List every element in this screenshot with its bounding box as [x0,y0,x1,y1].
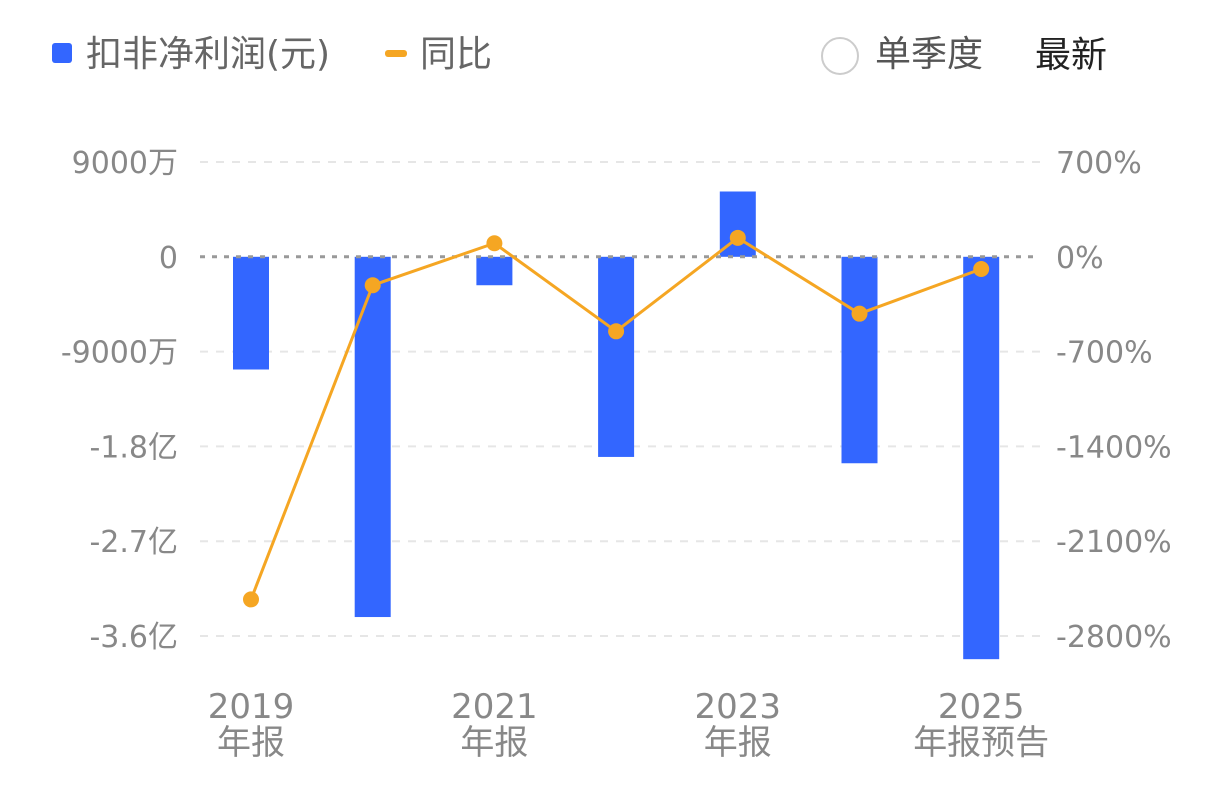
legend-item-bar[interactable]: 扣非净利润(元) [52,34,330,75]
bar[interactable] [598,256,635,457]
left-tick-label: -2.7亿 [89,525,178,560]
line-series [243,229,990,608]
bar[interactable] [476,256,513,286]
right-tick-label: 0% [1056,241,1104,276]
bar[interactable] [354,256,391,618]
right-tick-label: 700% [1056,146,1142,181]
x-tick-label: 年报 [704,723,772,763]
x-tick-label: 2023 [695,687,782,727]
x-tick-label: 2019 [208,687,295,727]
left-axis: 9000万 0 -9000万 -1.8亿 -2.7亿 -3.6亿 [61,146,178,655]
bar[interactable] [841,256,878,464]
line-point[interactable] [364,277,381,294]
right-tick-label: -2100% [1056,525,1172,560]
left-tick-label: 9000万 [72,146,178,181]
line-point[interactable] [243,591,259,608]
bar-series [233,191,1000,660]
bar[interactable] [963,256,1000,660]
line-point[interactable] [973,260,990,277]
right-tick-label: -1400% [1056,430,1172,465]
left-tick-label: -9000万 [61,336,178,371]
radio-circle-icon[interactable] [821,37,859,75]
legend-item-line[interactable]: 同比 [385,34,492,75]
left-tick-label: -3.6亿 [89,620,178,655]
legend-line-swatch [385,50,407,57]
single-quarter-label: 单季度 [875,34,983,75]
line-point[interactable] [486,235,503,252]
legend-line-label: 同比 [420,34,492,75]
right-axis: 700% 0% -700% -1400% -2100% -2800% [1056,146,1172,655]
legend-bar-label: 扣非净利润(元) [86,34,330,75]
right-tick-label: -700% [1056,336,1153,371]
x-tick-label: 年报预告 [913,723,1049,763]
x-tick-label: 年报 [217,723,285,763]
single-quarter-toggle[interactable]: 单季度 [821,34,983,75]
x-tick-label: 2021 [451,687,538,727]
legend: 扣非净利润(元) 同比 [52,34,492,75]
legend-bar-swatch [52,43,72,63]
x-tick-label: 年报 [460,723,528,763]
line-point[interactable] [608,323,625,340]
line-point[interactable] [851,305,868,322]
right-tick-label: -2800% [1056,620,1172,655]
bar[interactable] [233,256,269,370]
left-tick-label: 0 [159,241,178,276]
line-point[interactable] [729,229,746,246]
latest-button[interactable]: 最新 [1035,35,1107,76]
left-tick-label: -1.8亿 [89,430,178,465]
x-tick-label: 2025 [938,687,1025,727]
